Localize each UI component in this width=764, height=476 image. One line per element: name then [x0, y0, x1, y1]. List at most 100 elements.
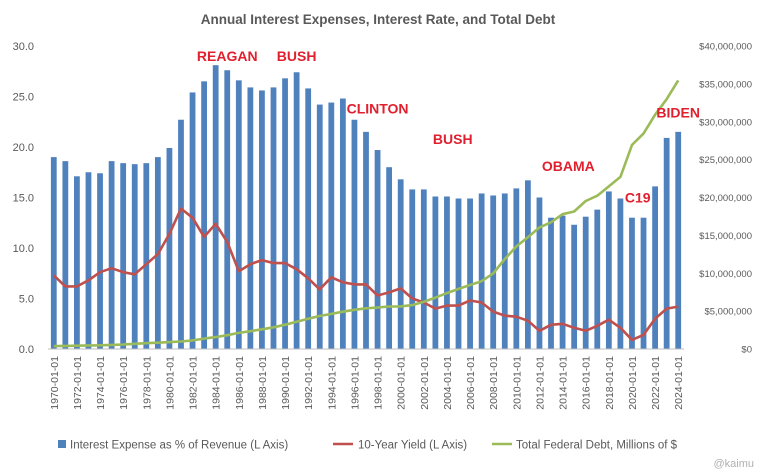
- legend: Interest Expense as % of Revenue (L Axis…: [58, 440, 678, 452]
- left-axis-tick-label: 30.0: [13, 41, 34, 53]
- bar: [351, 119, 358, 349]
- bar: [409, 189, 416, 349]
- x-axis-tick-label: 1974-01-01: [95, 356, 107, 410]
- bar: [74, 176, 80, 349]
- bar: [605, 191, 612, 349]
- bar: [374, 150, 381, 349]
- legend-label: 10-Year Yield (L Axis): [358, 440, 467, 452]
- x-axis-tick-label: 1978-01-01: [141, 356, 153, 410]
- annotation-label: BUSH: [433, 131, 473, 147]
- bar: [189, 92, 196, 350]
- legend-swatch-bar: [58, 440, 66, 448]
- bar: [120, 163, 127, 349]
- x-axis-tick-label: 2016-01-01: [581, 356, 593, 410]
- x-axis-tick-label: 2002-01-01: [419, 356, 431, 410]
- bar: [316, 104, 323, 349]
- bar: [247, 87, 254, 349]
- bar: [571, 224, 578, 349]
- bar: [201, 81, 207, 349]
- x-axis-tick-label: 1982-01-01: [188, 356, 200, 410]
- bar: [663, 137, 670, 349]
- legend-label: Total Federal Debt, Millions of $: [516, 440, 678, 452]
- x-axis-tick-label: 2006-01-01: [465, 356, 477, 410]
- x-axis-tick-label: 1972-01-01: [72, 356, 84, 410]
- x-axis-tick-label: 1984-01-01: [211, 356, 223, 410]
- left-axis-tick-label: 15.0: [13, 193, 34, 205]
- bar: [420, 189, 427, 349]
- bar-series-interest-expense: [50, 65, 682, 350]
- right-axis-tick-label: $0: [741, 345, 752, 356]
- bar: [143, 163, 150, 349]
- bar: [97, 173, 103, 349]
- bar: [513, 188, 520, 349]
- line-total-federal-debt: [53, 79, 680, 348]
- x-axis-tick-label: 2020-01-01: [627, 356, 639, 410]
- bar: [270, 87, 277, 349]
- bar: [652, 186, 658, 349]
- left-axis-tick-label: 10.0: [13, 243, 34, 255]
- bar: [548, 217, 554, 349]
- bar: [212, 65, 219, 349]
- left-axis-tick-label: 25.0: [13, 92, 34, 104]
- left-axis: 0.0 5.0 10.0 15.0 20.0 25.0 30.0: [13, 41, 34, 356]
- annotation-label: REAGAN: [197, 48, 258, 64]
- annotations: REAGAN BUSH CLINTON BUSH OBAMA C19 BIDEN: [197, 48, 700, 205]
- bar: [617, 198, 624, 349]
- x-axis-tick-label: 2018-01-01: [604, 356, 616, 410]
- bar: [293, 72, 300, 349]
- bar: [85, 172, 92, 349]
- x-axis-tick-label: 1986-01-01: [234, 356, 246, 410]
- bar: [559, 215, 566, 349]
- credit-text: @kaimu: [713, 458, 754, 470]
- annotation-label: BIDEN: [656, 105, 700, 121]
- right-axis-tick-label: $5,000,000: [704, 307, 752, 318]
- x-axis-tick-label: 1980-01-01: [164, 356, 176, 410]
- x-axis: 1970-01-01 1972-01-01 1974-01-01 1976-01-01…: [48, 348, 685, 410]
- bar: [166, 148, 173, 349]
- right-axis-tick-label: $35,000,000: [699, 79, 752, 90]
- bar: [339, 98, 346, 350]
- bar: [478, 193, 485, 349]
- left-axis-tick-label: 5.0: [19, 294, 34, 306]
- bar: [536, 197, 543, 349]
- chart-title: Annual Interest Expenses, Interest Rate,…: [201, 12, 556, 27]
- x-axis-tick-label: 1998-01-01: [373, 356, 385, 410]
- right-axis-tick-label: $20,000,000: [699, 193, 752, 204]
- x-axis-tick-label: 1990-01-01: [280, 356, 292, 410]
- bar: [235, 80, 242, 349]
- bar: [675, 131, 682, 349]
- bar: [640, 217, 647, 349]
- bar: [386, 167, 393, 349]
- bar: [582, 216, 589, 349]
- x-axis-tick-label: 2012-01-01: [534, 356, 546, 410]
- bar: [501, 193, 508, 349]
- bar: [594, 209, 601, 349]
- x-axis-tick-label: 1970-01-01: [49, 356, 61, 410]
- bar: [444, 196, 450, 349]
- bar: [224, 70, 231, 350]
- bar: [629, 217, 635, 349]
- annotation-label: OBAMA: [542, 158, 595, 174]
- x-axis-tick-label: 2000-01-01: [396, 356, 408, 410]
- bar: [259, 90, 265, 349]
- line-series: [52, 79, 680, 348]
- right-axis-tick-label: $25,000,000: [699, 155, 752, 166]
- annotation-label: C19: [625, 190, 651, 206]
- bar: [282, 78, 288, 349]
- x-axis-tick-label: 2010-01-01: [511, 356, 523, 410]
- bar: [131, 164, 138, 349]
- annotation-label: BUSH: [277, 48, 317, 64]
- x-axis-tick-label: 1994-01-01: [326, 356, 338, 410]
- bar: [108, 161, 115, 349]
- left-axis-tick-label: 20.0: [13, 142, 34, 154]
- legend-label: Interest Expense as % of Revenue (L Axis…: [70, 440, 288, 452]
- right-axis-tick-label: $10,000,000: [699, 269, 752, 280]
- x-axis-tick-label: 2022-01-01: [650, 356, 662, 410]
- x-axis-tick-label: 1976-01-01: [118, 356, 130, 410]
- bar: [50, 157, 57, 349]
- annotation-label: CLINTON: [347, 101, 409, 117]
- right-axis-tick-label: $15,000,000: [699, 231, 752, 242]
- x-axis-tick-label: 2014-01-01: [558, 356, 570, 410]
- bar: [467, 198, 473, 349]
